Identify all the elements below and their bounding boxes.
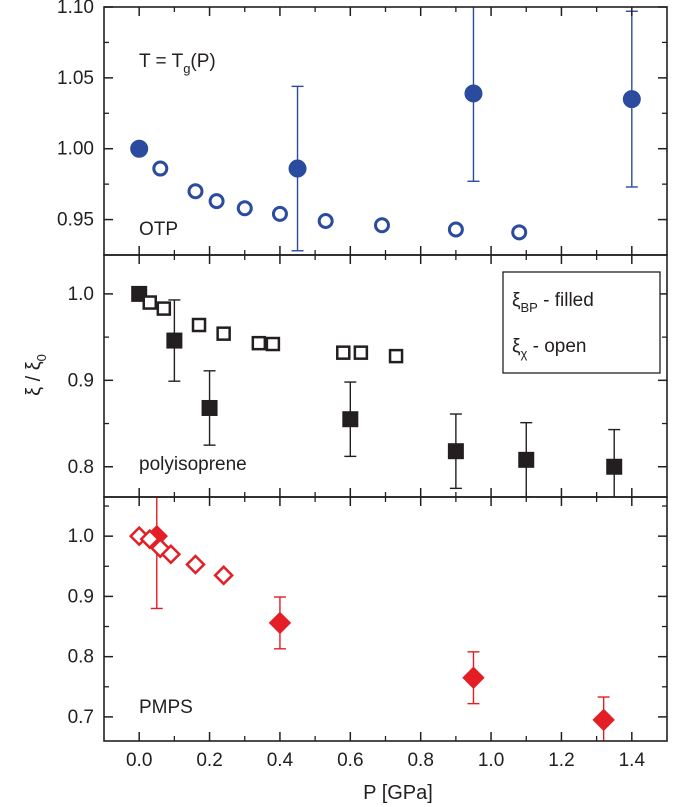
open-square-point: [191, 317, 207, 333]
y-tick-label: 0.7: [68, 707, 94, 728]
y-tick-label: 1.10: [57, 0, 94, 18]
y-tick-label: 0.9: [68, 586, 94, 607]
panel-2: [128, 497, 615, 741]
legend-entry: ξχ - open: [512, 336, 587, 361]
x-tick-label: 0.4: [267, 750, 294, 771]
filled-diamond-point: [268, 611, 292, 635]
open-square-point: [216, 326, 231, 341]
y-axis-title: ξ / ξ0: [23, 354, 49, 396]
panel-0: [130, 7, 641, 252]
x-axis-title: P [GPa]: [363, 782, 433, 804]
y-tick-label: 1.00: [57, 139, 94, 160]
open-diamond-point: [160, 543, 182, 565]
y-tick-label: 1.0: [68, 284, 94, 305]
open-square-point: [142, 295, 157, 310]
y-axis-separator: /: [23, 370, 45, 387]
filled-square-point: [342, 411, 359, 428]
open-diamond-point: [139, 528, 161, 550]
filled-circle-point: [288, 159, 307, 178]
filled-square-point: [518, 451, 535, 468]
panel-label-1: polyisoprene: [139, 454, 247, 475]
legend-text: - open: [527, 336, 586, 357]
x-tick-label: 1.0: [478, 750, 504, 771]
open-circle-point: [152, 160, 169, 177]
legend-symbol: ξ: [512, 336, 521, 357]
y-tick-label: 1.0: [68, 526, 94, 547]
open-square-point: [336, 345, 351, 360]
panel-label-2: PMPS: [139, 697, 193, 718]
filled-square-point: [201, 399, 218, 416]
legend-subscript: BP: [521, 300, 538, 315]
open-circle-point: [187, 183, 204, 200]
open-diamond-point: [185, 554, 206, 575]
legend-box: [502, 271, 661, 374]
annotation-sub: g: [183, 61, 190, 76]
x-tick-label: 0.2: [196, 750, 222, 771]
x-tick-label: 0.8: [407, 750, 433, 771]
open-circle-point: [447, 221, 464, 238]
legend-entry: ξBP - filled: [512, 290, 594, 315]
panel-label-0: OTP: [139, 219, 178, 240]
legend-subscript: χ: [521, 346, 528, 361]
filled-diamond-point: [462, 666, 485, 689]
annotation-main: T = T: [139, 51, 184, 72]
x-tick-label: 0.6: [337, 750, 363, 771]
y-tick-label: 0.95: [57, 210, 94, 231]
open-square-point: [265, 336, 281, 352]
open-circle-point: [511, 224, 528, 241]
y-tick-label: 1.05: [57, 68, 94, 89]
y-tick-label: 0.8: [68, 647, 94, 668]
y-tick-label: 0.9: [68, 370, 94, 391]
panel-1: [131, 285, 623, 497]
filled-circle-point: [130, 139, 149, 158]
annotation-tail: (P): [190, 51, 215, 72]
x-tick-label: 1.4: [619, 750, 646, 771]
open-circle-point: [236, 200, 253, 217]
legend-text: - filled: [538, 290, 594, 311]
panel-annotation: T = Tg(P): [139, 51, 216, 76]
filled-square-point: [447, 443, 464, 460]
x-tick-label: 1.2: [548, 750, 574, 771]
open-square-point: [251, 335, 267, 351]
filled-circle-point: [464, 84, 483, 103]
y-axis-symbol-denominator: ξ: [23, 361, 45, 370]
legend-symbol: ξ: [512, 290, 521, 311]
filled-circle-point: [622, 90, 641, 109]
open-circle-point: [271, 205, 288, 222]
open-circle-point: [373, 217, 390, 234]
open-circle-point: [317, 212, 334, 229]
open-circle-point: [208, 193, 225, 210]
filled-square-point: [606, 458, 623, 475]
open-square-point: [388, 348, 404, 364]
y-axis-subscript: 0: [34, 354, 49, 361]
panel-frame-0: [103, 6, 668, 256]
y-tick-label: 0.8: [68, 457, 94, 478]
open-square-point: [156, 301, 172, 316]
y-axis-symbol: ξ: [23, 387, 45, 396]
filled-diamond-point: [592, 708, 615, 732]
filled-square-point: [166, 332, 183, 349]
open-diamond-point: [213, 565, 234, 586]
x-tick-label: 0.0: [126, 750, 152, 771]
open-square-point: [353, 345, 369, 360]
